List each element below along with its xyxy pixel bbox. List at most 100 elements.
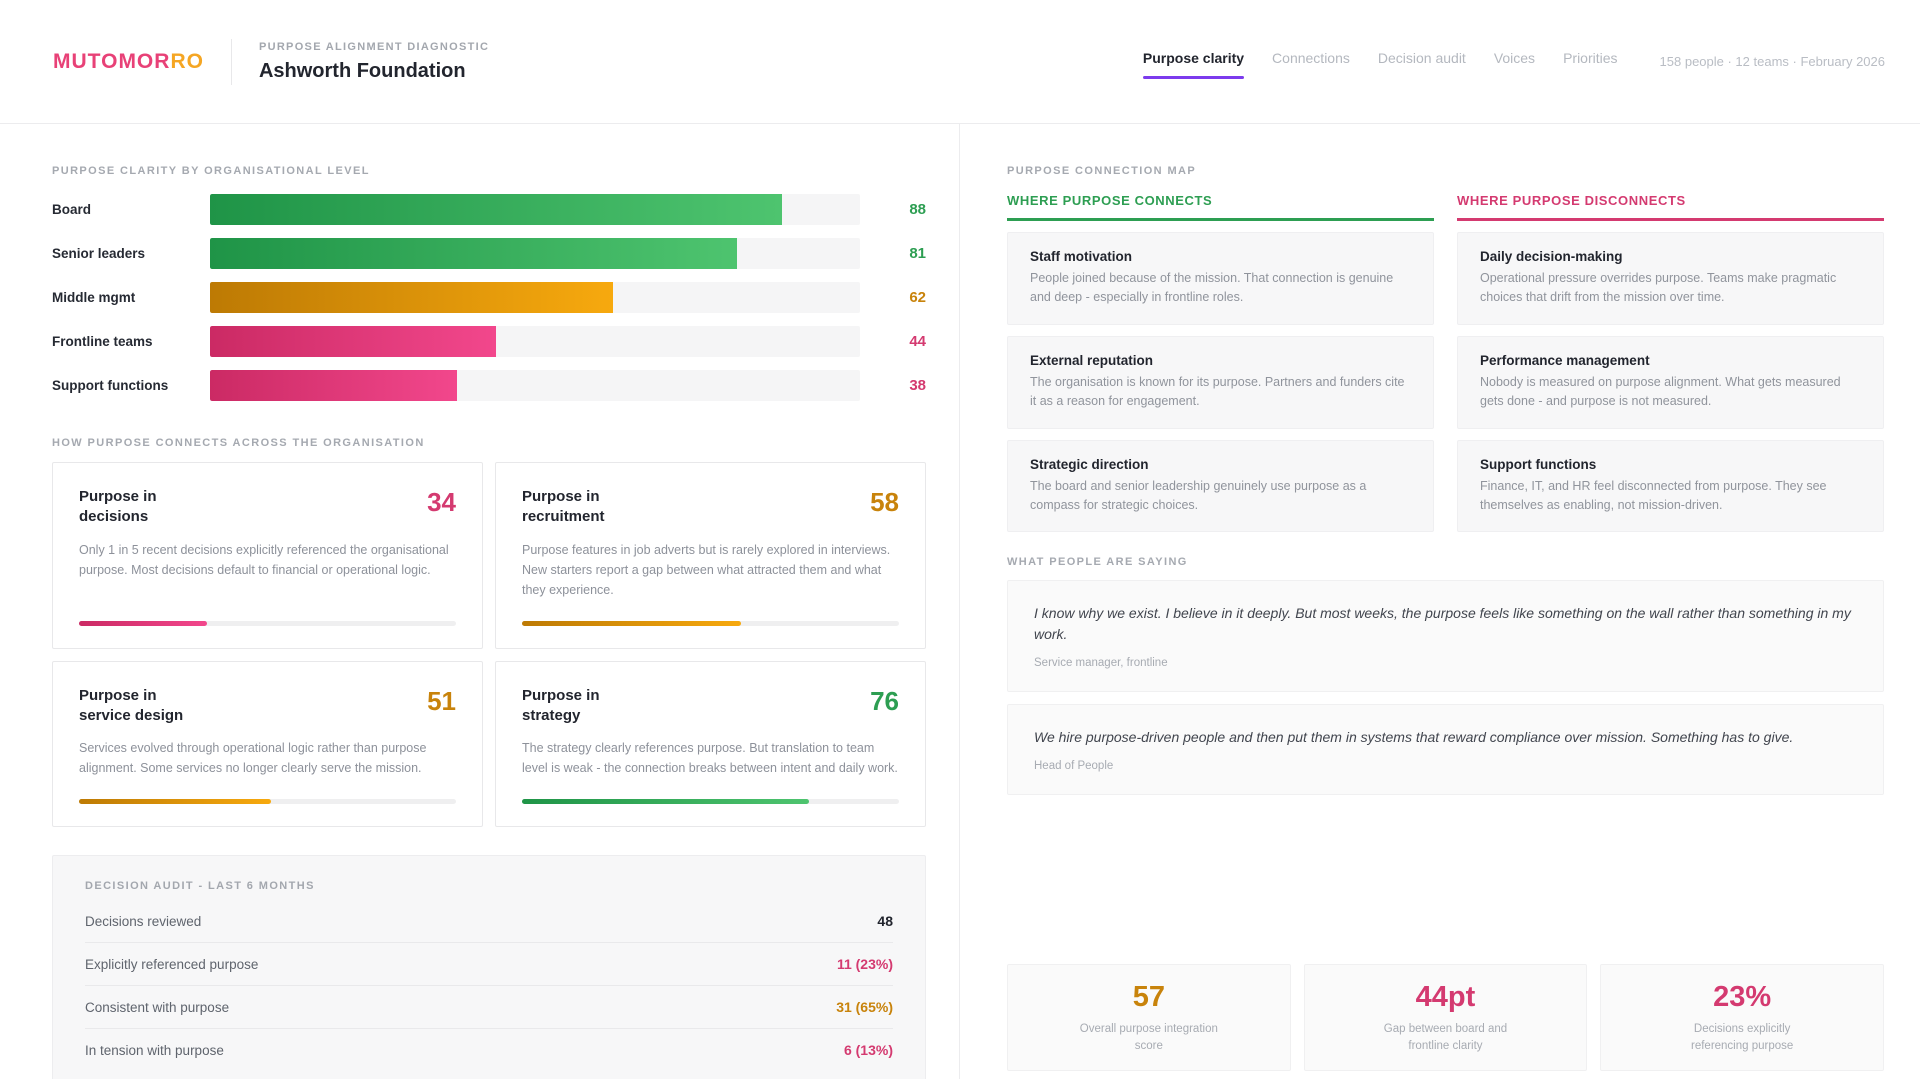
card-progress-track	[522, 799, 899, 804]
brand-logo-pink-part: MUTOMOR	[53, 49, 171, 73]
stat-decisions-referencing-purpose: 23% Decisions explicitly referencing pur…	[1600, 963, 1884, 1071]
audit-row-value: 48	[877, 913, 893, 929]
stat-label: Decisions explicitly referencing purpose	[1691, 1022, 1794, 1052]
audit-table: Decisions reviewed 48 Explicitly referen…	[85, 900, 893, 1071]
card-purpose-in-service-design: Purpose in service design 51 Services ev…	[52, 660, 483, 827]
map-item-external-reputation: External reputation The organisation is …	[1007, 335, 1434, 429]
bar-fill	[210, 326, 496, 357]
card-progress-track	[79, 620, 456, 626]
quote-card: I know why we exist. I believe in it dee…	[1007, 580, 1884, 693]
bar-label: Senior leaders	[52, 246, 146, 261]
bar-value: 62	[909, 289, 926, 306]
audit-row-value: 6 (13%)	[843, 1042, 893, 1058]
map-item-daily-decision-making: Daily decision-making Operational pressu…	[1457, 232, 1884, 325]
map-item-staff-motivation: Staff motivation People joined because o…	[1007, 232, 1434, 325]
clarity-section-title: PURPOSE CLARITY BY ORGANISATIONAL LEVEL	[52, 165, 370, 177]
left-column: PURPOSE CLARITY BY ORGANISATIONAL LEVEL …	[52, 124, 926, 1079]
map-item-description: The board and senior leadership genuinel…	[1030, 478, 1367, 512]
quote-card: We hire purpose-driven people and then p…	[1007, 704, 1884, 796]
card-title: Purpose in strategy	[522, 686, 600, 724]
stat-board-frontline-gap: 44pt Gap between board and frontline cla…	[1303, 963, 1588, 1071]
map-item-performance-management: Performance management Nobody is measure…	[1457, 335, 1884, 429]
connects-heading: WHERE PURPOSE CONNECTS	[1007, 193, 1434, 221]
main-content: PURPOSE CLARITY BY ORGANISATIONAL LEVEL …	[0, 124, 1920, 1079]
card-title: Purpose in service design	[79, 686, 184, 724]
map-item-description: The organisation is known for its purpos…	[1030, 374, 1405, 409]
map-item-title: Staff motivation	[1030, 249, 1133, 264]
tab-decision-audit[interactable]: Decision audit	[1377, 50, 1466, 66]
connection-map: WHERE PURPOSE CONNECTS Staff motivation …	[1007, 193, 1884, 533]
audit-row-label: In tension with purpose	[85, 1042, 224, 1058]
bar-value: 81	[909, 245, 926, 262]
dimension-cards: Purpose in decisions 34 Only 1 in 5 rece…	[52, 462, 926, 827]
card-score: 58	[870, 487, 899, 517]
tab-priorities[interactable]: Priorities	[1563, 50, 1618, 66]
column-divider	[959, 124, 960, 1079]
bar-label: Support functions	[52, 378, 169, 393]
bar-row-frontline-teams: Frontline teams 44	[52, 326, 926, 357]
audit-row-label: Explicitly referenced purpose	[85, 956, 259, 972]
bar-track	[210, 238, 860, 269]
connects-column: WHERE PURPOSE CONNECTS Staff motivation …	[1007, 193, 1434, 533]
card-description: Purpose features in job adverts but is r…	[522, 542, 891, 597]
tab-purpose-clarity[interactable]: Purpose clarity	[1142, 44, 1245, 79]
disconnects-column: WHERE PURPOSE DISCONNECTS Daily decision…	[1457, 193, 1884, 533]
map-item-title: Support functions	[1480, 456, 1597, 472]
card-score: 76	[870, 685, 899, 716]
map-item-title: External reputation	[1030, 352, 1154, 368]
quote-text: We hire purpose-driven people and then p…	[1034, 729, 1794, 746]
card-purpose-in-strategy: Purpose in strategy 76 The strategy clea…	[495, 660, 926, 827]
card-progress-fill	[79, 799, 272, 804]
card-purpose-in-decisions: Purpose in decisions 34 Only 1 in 5 rece…	[52, 462, 483, 649]
stat-value: 57	[1132, 980, 1165, 1013]
bar-label: Middle mgmt	[52, 290, 136, 305]
bar-track	[210, 326, 860, 357]
tab-voices[interactable]: Voices	[1493, 50, 1536, 66]
map-item-title: Performance management	[1480, 352, 1650, 368]
card-description: The strategy clearly references purpose.…	[522, 741, 898, 775]
bar-fill	[210, 282, 613, 313]
map-item-title: Strategic direction	[1030, 456, 1149, 472]
stat-label: Gap between board and frontline clarity	[1383, 1022, 1508, 1052]
decision-audit-panel: DECISION AUDIT - LAST 6 MONTHS Decisions…	[52, 855, 926, 1079]
summary-stats: 57 Overall purpose integration score 44p…	[1007, 963, 1884, 1071]
card-progress-track	[522, 620, 899, 626]
audit-row-in-tension: In tension with purpose 6 (13%)	[85, 1029, 893, 1071]
audit-row-value: 31 (65%)	[836, 999, 893, 1015]
card-score: 34	[427, 487, 456, 517]
bar-row-senior-leaders: Senior leaders 81	[52, 238, 926, 269]
card-progress-fill	[79, 620, 208, 626]
audit-row-label: Decisions reviewed	[85, 913, 202, 929]
bar-value: 44	[909, 333, 926, 350]
card-description: Services evolved through operational log…	[79, 741, 427, 775]
map-item-support-functions: Support functions Finance, IT, and HR fe…	[1457, 439, 1884, 533]
card-progress-track	[79, 799, 456, 804]
card-score: 51	[427, 685, 456, 716]
diagnostic-label: PURPOSE ALIGNMENT DIAGNOSTIC	[258, 40, 490, 53]
tab-connections[interactable]: Connections	[1272, 50, 1350, 66]
card-description: Only 1 in 5 recent decisions explicitly …	[79, 542, 449, 577]
audit-row-explicitly-referenced: Explicitly referenced purpose 11 (23%)	[85, 943, 893, 986]
app-header: MUTOMORRO PURPOSE ALIGNMENT DIAGNOSTIC A…	[0, 0, 1920, 124]
report-meta: 158 people · 12 teams · February 2026	[1659, 54, 1885, 69]
header-divider	[230, 38, 232, 85]
bar-label: Board	[52, 202, 92, 217]
audit-row-value: 11 (23%)	[836, 956, 893, 972]
report-title-block: PURPOSE ALIGNMENT DIAGNOSTIC Ashworth Fo…	[259, 41, 489, 83]
map-item-description: Nobody is measured on purpose alignment.…	[1480, 374, 1841, 409]
card-progress-fill	[522, 799, 809, 804]
audit-row-label: Consistent with purpose	[85, 999, 230, 1015]
connection-map-title: PURPOSE CONNECTION MAP	[1007, 165, 1197, 177]
map-item-description: Operational pressure overrides purpose. …	[1480, 271, 1837, 305]
stat-label: Overall purpose integration score	[1079, 1022, 1218, 1052]
bar-fill	[210, 194, 782, 225]
bar-row-middle-mgmt: Middle mgmt 62	[52, 282, 926, 313]
bar-row-board: Board 88	[52, 194, 926, 225]
audit-row-decisions-reviewed: Decisions reviewed 48	[85, 900, 893, 943]
quote-text: I know why we exist. I believe in it dee…	[1034, 605, 1851, 643]
bar-fill	[210, 238, 737, 269]
stat-value: 23%	[1713, 980, 1772, 1013]
audit-row-consistent: Consistent with purpose 31 (65%)	[85, 986, 893, 1029]
bar-value: 88	[909, 201, 926, 218]
organisation-title: Ashworth Foundation	[258, 59, 466, 82]
